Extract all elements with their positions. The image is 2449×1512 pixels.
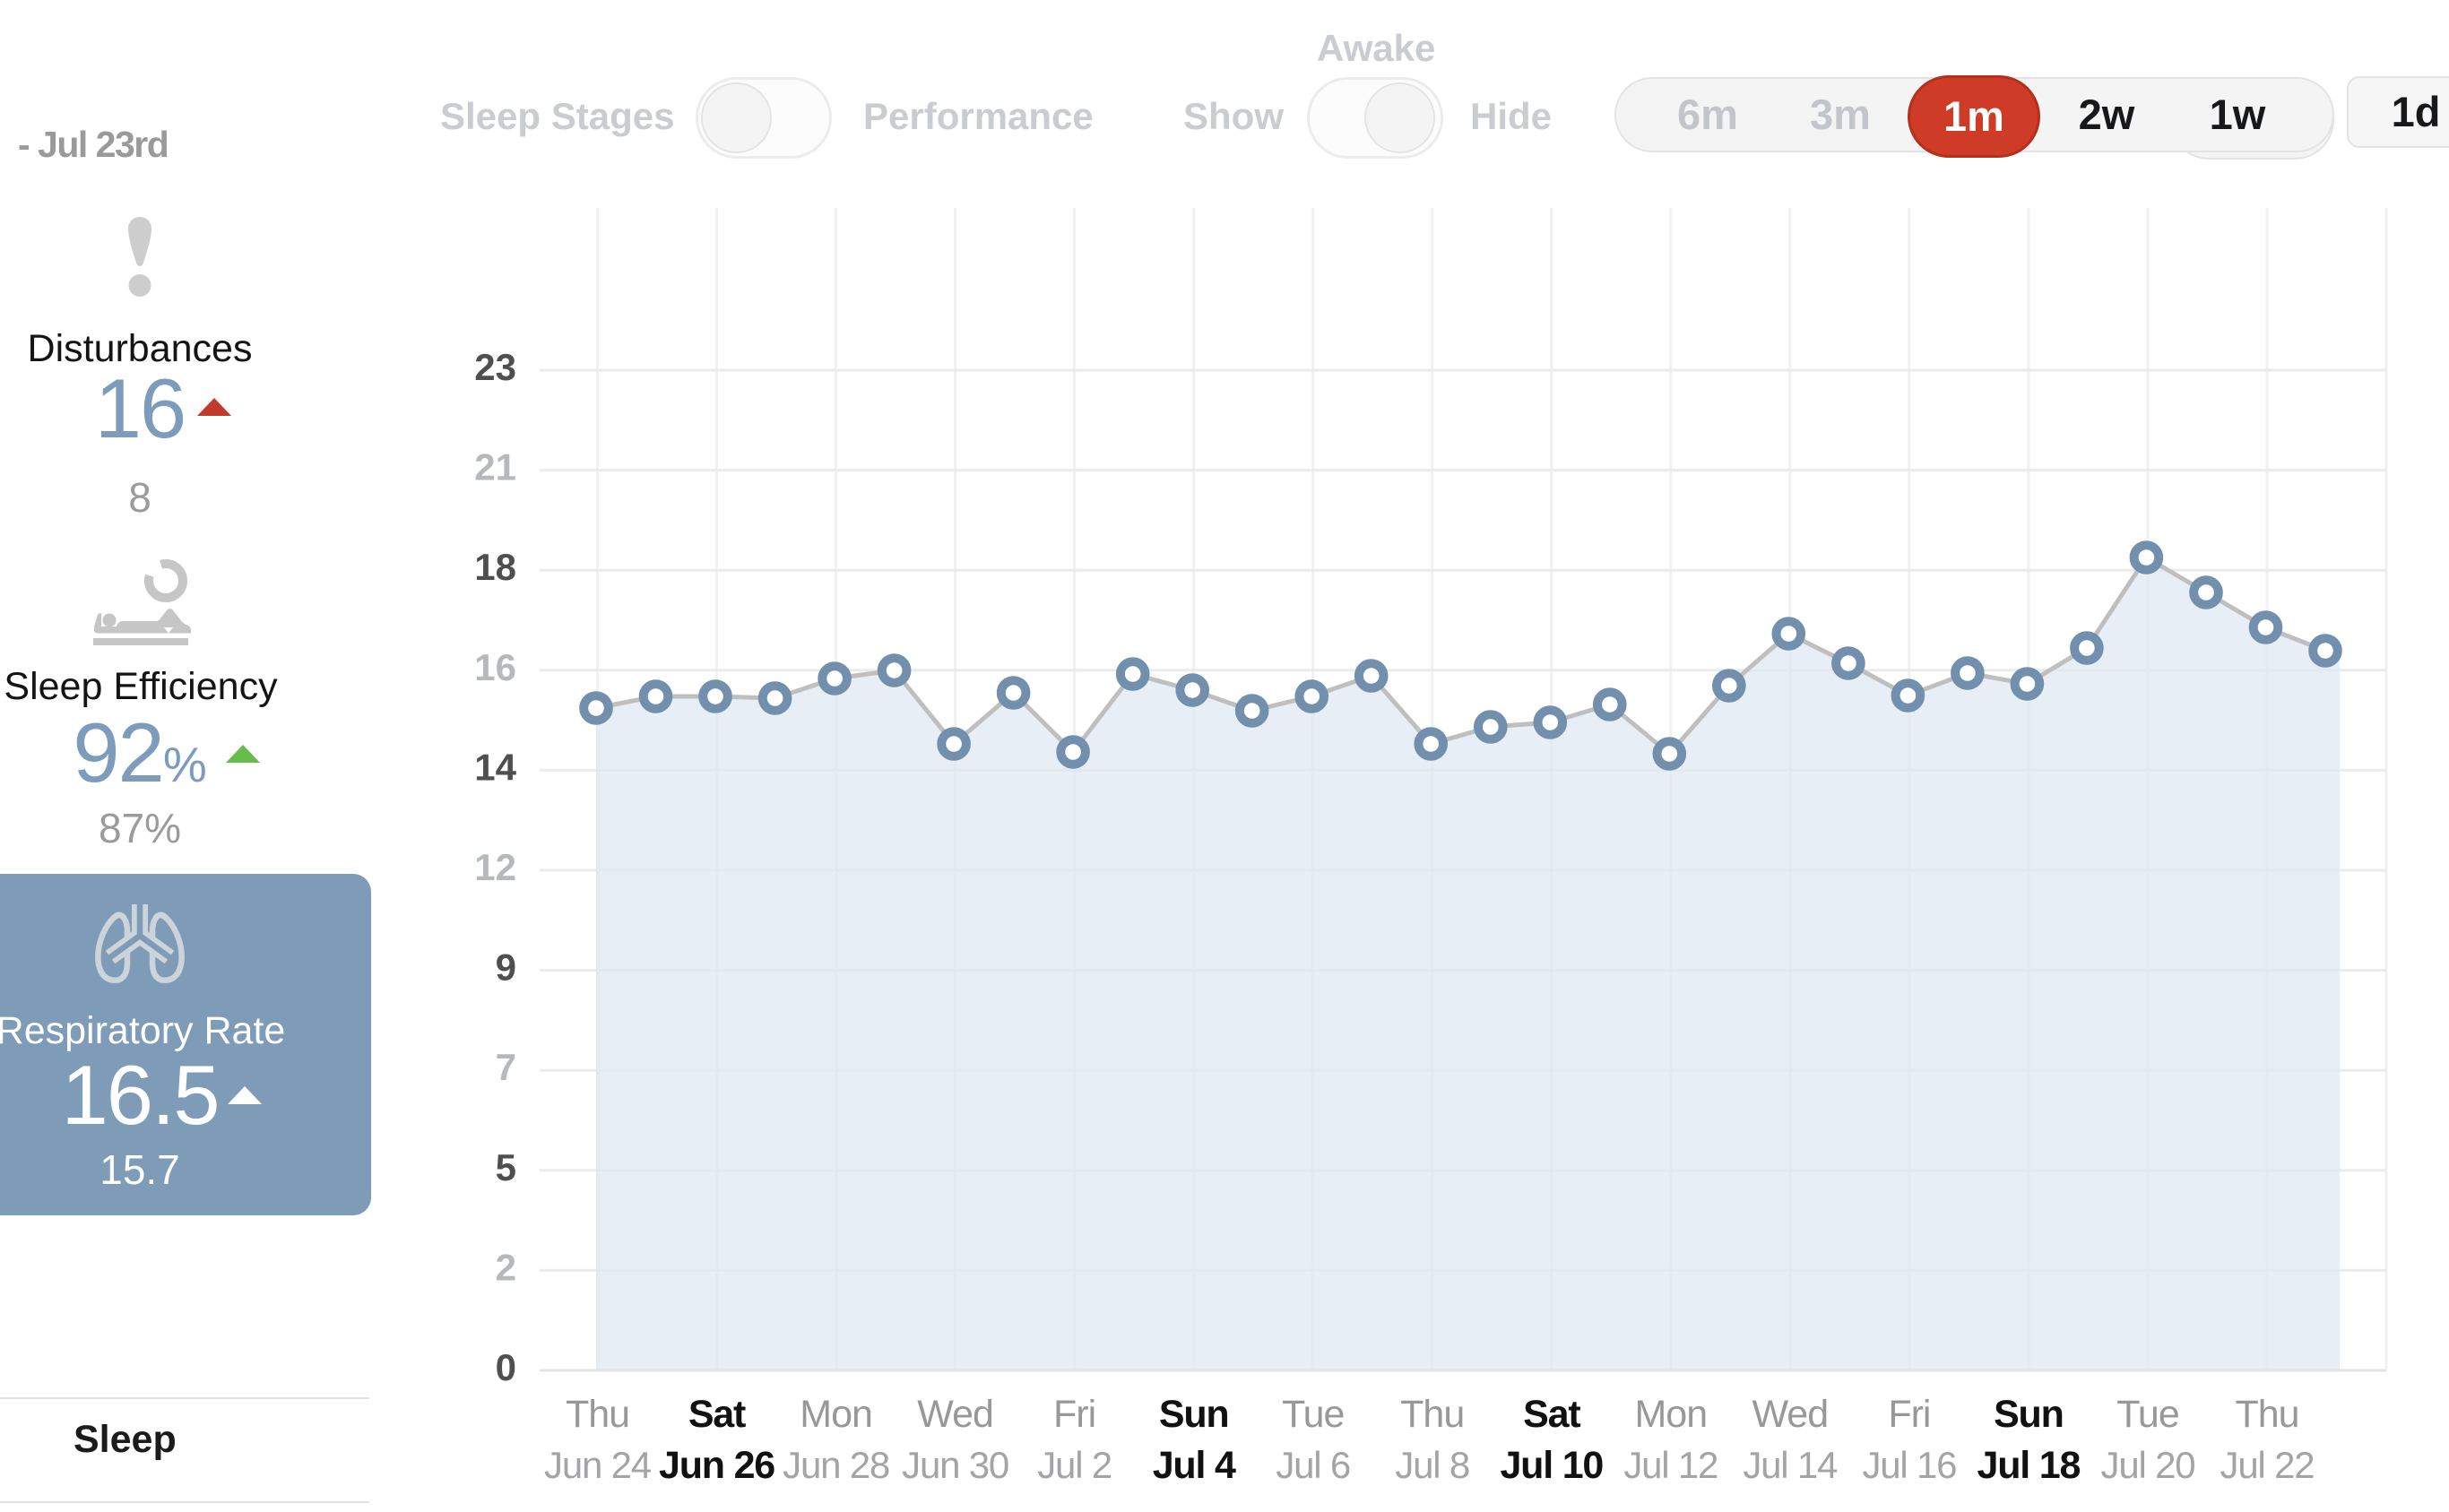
svg-text:Jun 26: Jun 26	[659, 1444, 775, 1487]
svg-text:Jul 14: Jul 14	[1743, 1444, 1838, 1486]
svg-text:Sat: Sat	[1523, 1393, 1580, 1436]
svg-text:Mon: Mon	[1634, 1393, 1707, 1436]
svg-text:Sun: Sun	[1994, 1393, 2064, 1436]
svg-text:Jun 28: Jun 28	[783, 1444, 889, 1486]
svg-text:Sat: Sat	[688, 1393, 746, 1436]
svg-text:Thu: Thu	[1400, 1393, 1464, 1436]
svg-text:14: 14	[474, 746, 516, 788]
svg-text:Thu: Thu	[2235, 1393, 2298, 1436]
svg-text:Jul 10: Jul 10	[1500, 1444, 1603, 1487]
svg-text:Jun 24: Jun 24	[544, 1444, 652, 1486]
svg-text:23: 23	[474, 346, 516, 388]
svg-text:Jul 12: Jul 12	[1623, 1444, 1718, 1486]
svg-text:12: 12	[474, 846, 516, 888]
svg-text:5: 5	[496, 1146, 516, 1188]
svg-text:Fri: Fri	[1888, 1393, 1930, 1436]
svg-text:Jul 20: Jul 20	[2101, 1444, 2195, 1486]
svg-text:Fri: Fri	[1053, 1393, 1095, 1436]
svg-text:Jul 2: Jul 2	[1037, 1444, 1112, 1486]
svg-text:Mon: Mon	[800, 1393, 872, 1436]
svg-text:Wed: Wed	[1752, 1393, 1828, 1436]
svg-text:21: 21	[474, 446, 516, 488]
svg-text:2: 2	[496, 1246, 516, 1288]
svg-text:Jul 18: Jul 18	[1977, 1444, 2081, 1487]
svg-text:Jul 6: Jul 6	[1276, 1444, 1350, 1486]
svg-text:0: 0	[496, 1346, 516, 1388]
svg-text:18: 18	[474, 546, 516, 588]
svg-text:7: 7	[496, 1046, 516, 1088]
svg-text:Thu: Thu	[566, 1393, 629, 1436]
svg-text:Wed: Wed	[917, 1393, 993, 1436]
svg-text:Tue: Tue	[2116, 1393, 2179, 1436]
svg-text:9: 9	[496, 946, 516, 989]
svg-text:Jul 4: Jul 4	[1153, 1444, 1236, 1487]
svg-text:Tue: Tue	[1282, 1393, 1345, 1436]
svg-text:Jul 22: Jul 22	[2220, 1444, 2315, 1486]
svg-text:Sun: Sun	[1159, 1393, 1229, 1436]
svg-text:Jun 30: Jun 30	[902, 1444, 1008, 1486]
svg-text:Jul 8: Jul 8	[1395, 1444, 1469, 1486]
svg-text:Jul 16: Jul 16	[1862, 1444, 1956, 1486]
svg-text:16: 16	[474, 646, 516, 688]
